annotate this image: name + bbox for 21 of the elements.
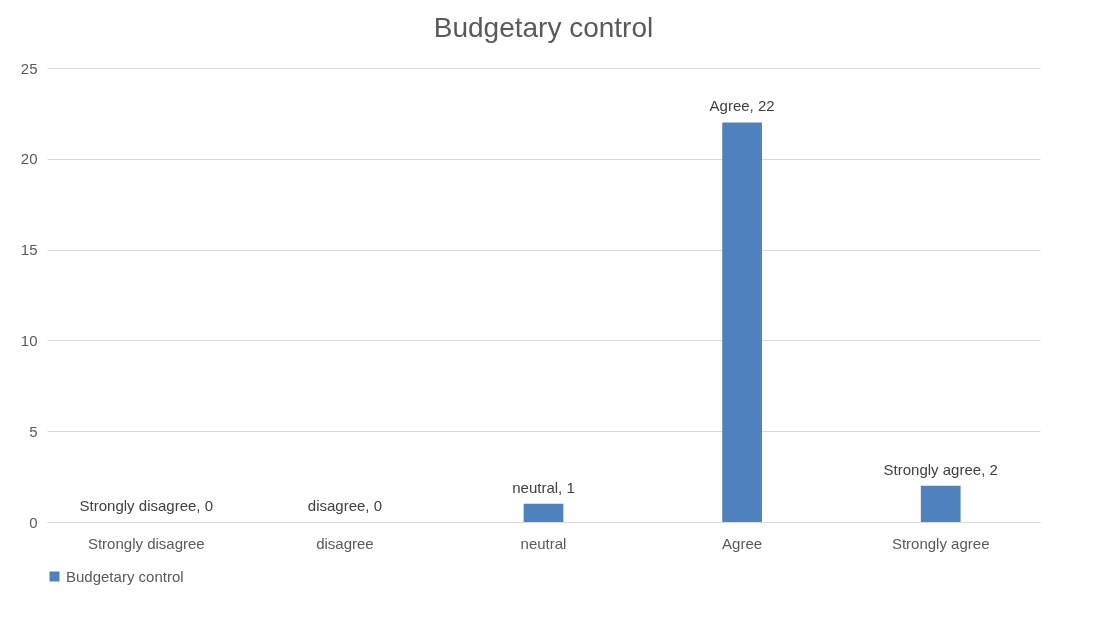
y-tick-label: 25 bbox=[20, 59, 38, 77]
text: disagree, 0 bbox=[307, 497, 383, 514]
y-tick-label: 5 bbox=[29, 422, 38, 440]
bar bbox=[722, 122, 762, 522]
x-tick-label: neutral bbox=[520, 534, 567, 552]
y-tick-label: 20 bbox=[20, 150, 38, 168]
x-tick-label: Strongly agree bbox=[891, 534, 990, 552]
y-tick-label: 10 bbox=[20, 331, 38, 349]
x-tick-label: Agree bbox=[722, 534, 763, 552]
legend-label: Budgetary control bbox=[66, 567, 184, 585]
text: Agree, 22 bbox=[709, 97, 775, 115]
text: Strongly disagree, 0 bbox=[79, 497, 214, 514]
x-tick-label: disagree bbox=[316, 534, 374, 552]
text: neutral, 1 bbox=[512, 478, 575, 496]
bar bbox=[523, 503, 564, 522]
bar bbox=[920, 485, 961, 522]
y-tick-label: 0 bbox=[29, 513, 38, 531]
text: Strongly agree, 2 bbox=[883, 460, 998, 478]
y-tick-label: 15 bbox=[20, 241, 38, 259]
chart-title: Budgetary control bbox=[433, 12, 654, 43]
x-tick-label: Strongly disagree bbox=[87, 534, 205, 552]
